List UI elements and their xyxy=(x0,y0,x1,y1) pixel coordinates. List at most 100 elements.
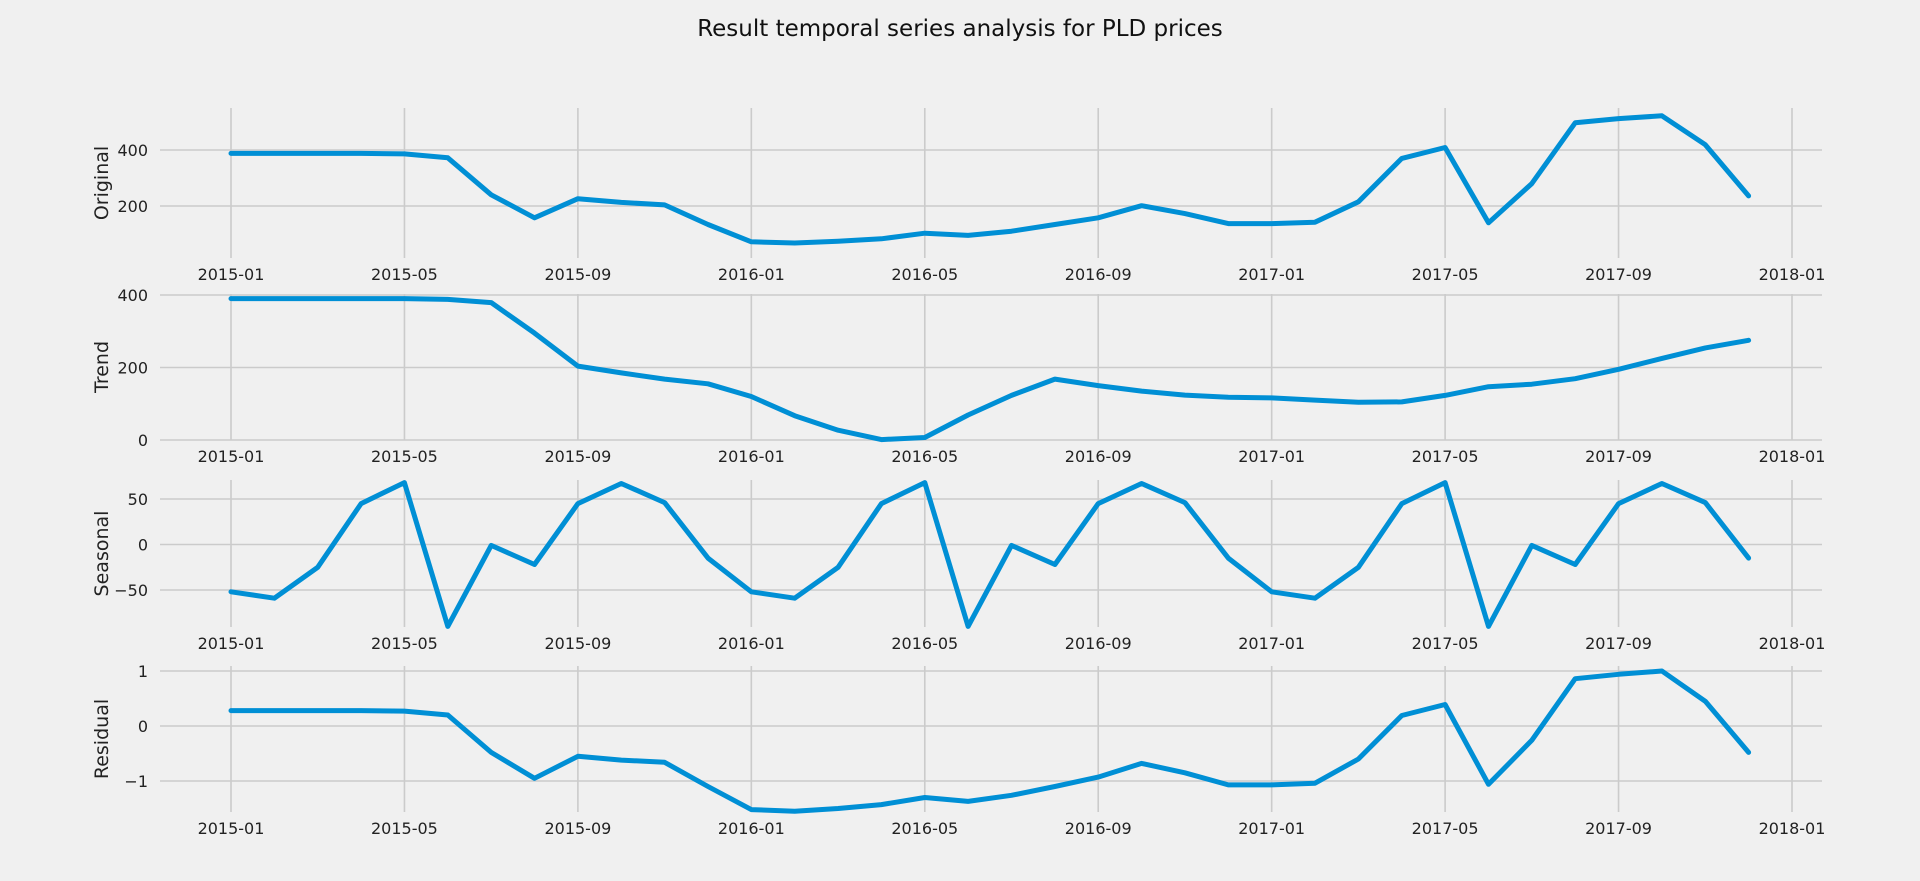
data-point xyxy=(1486,782,1491,787)
y-tick-label: −50 xyxy=(114,581,148,600)
x-tick-label: 2015-01 xyxy=(198,634,265,653)
data-point xyxy=(1746,193,1751,198)
data-point xyxy=(575,196,580,201)
x-tick-label: 2017-05 xyxy=(1412,634,1479,653)
data-point xyxy=(1529,181,1534,186)
data-point xyxy=(532,215,537,220)
data-point xyxy=(1746,556,1751,561)
x-tick-label: 2016-05 xyxy=(891,265,958,284)
y-tick-label: 200 xyxy=(117,197,148,216)
data-point xyxy=(229,151,234,156)
data-point xyxy=(1659,669,1664,674)
data-point xyxy=(1139,389,1144,394)
x-tick-label: 2016-05 xyxy=(891,634,958,653)
data-point xyxy=(1399,713,1404,718)
y-axis-title: Seasonal xyxy=(91,511,113,597)
x-tick-label: 2015-05 xyxy=(371,265,438,284)
data-point xyxy=(359,296,364,301)
data-point xyxy=(445,713,450,718)
data-point xyxy=(706,556,711,561)
data-point xyxy=(1573,562,1578,567)
figure-title: Result temporal series analysis for PLD … xyxy=(697,16,1223,42)
data-point xyxy=(1616,116,1621,121)
data-point xyxy=(1226,395,1231,400)
data-point xyxy=(1616,672,1621,677)
x-tick-label: 2016-09 xyxy=(1065,447,1132,466)
data-point xyxy=(879,802,884,807)
data-point xyxy=(489,750,494,755)
data-point xyxy=(1269,221,1274,226)
data-point xyxy=(532,562,537,567)
data-point xyxy=(1659,356,1664,361)
data-point xyxy=(229,296,234,301)
data-point xyxy=(445,297,450,302)
x-tick-label: 2017-01 xyxy=(1238,447,1305,466)
data-point xyxy=(1052,377,1057,382)
data-point xyxy=(489,192,494,197)
data-point xyxy=(706,222,711,227)
data-point xyxy=(575,364,580,369)
data-point xyxy=(662,500,667,505)
data-point xyxy=(1052,562,1057,567)
x-tick-label: 2015-05 xyxy=(371,634,438,653)
y-tick-label: 200 xyxy=(117,359,148,378)
data-point xyxy=(1009,229,1014,234)
data-point xyxy=(662,202,667,207)
panel-seasonal: −50 0 50 2015-01 2015-05 2015-09 2016-01 2016-0… xyxy=(91,480,1825,653)
data-point xyxy=(1443,145,1448,150)
data-point xyxy=(1139,761,1144,766)
data-point xyxy=(1573,376,1578,381)
data-point xyxy=(1486,220,1491,225)
data-point xyxy=(619,481,624,486)
data-point xyxy=(1052,222,1057,227)
x-tick-label: 2016-01 xyxy=(718,634,785,653)
data-point xyxy=(792,596,797,601)
data-point xyxy=(1746,750,1751,755)
data-point xyxy=(1573,676,1578,681)
data-point xyxy=(445,624,450,629)
data-point xyxy=(1703,699,1708,704)
data-point xyxy=(1226,556,1231,561)
data-point xyxy=(445,155,450,160)
data-point xyxy=(879,236,884,241)
x-tick-label: 2015-01 xyxy=(198,819,265,838)
data-point xyxy=(575,754,580,759)
data-point xyxy=(359,708,364,713)
data-point xyxy=(662,377,667,382)
data-point xyxy=(1182,211,1187,216)
data-point xyxy=(792,241,797,246)
x-tick-label: 2015-09 xyxy=(544,634,611,653)
x-tick-label: 2017-05 xyxy=(1412,819,1479,838)
data-point xyxy=(1313,596,1318,601)
data-point xyxy=(1182,770,1187,775)
x-tick-label: 2018-01 xyxy=(1759,819,1826,838)
data-point xyxy=(315,565,320,570)
data-point xyxy=(1009,793,1014,798)
data-point xyxy=(922,231,927,236)
data-point xyxy=(1096,775,1101,780)
y-tick-label: 400 xyxy=(117,141,148,160)
data-point xyxy=(532,331,537,336)
y-tick-label: 0 xyxy=(138,431,148,450)
x-tick-label: 2017-09 xyxy=(1585,819,1652,838)
data-point xyxy=(272,708,277,713)
x-tick-label: 2017-09 xyxy=(1585,447,1652,466)
data-point xyxy=(1182,393,1187,398)
x-tick-label: 2015-01 xyxy=(198,265,265,284)
x-tick-label: 2015-01 xyxy=(198,447,265,466)
data-point xyxy=(706,381,711,386)
series-line-original xyxy=(228,113,1752,246)
data-point xyxy=(1399,399,1404,404)
data-point xyxy=(402,296,407,301)
y-tick-label: 50 xyxy=(128,490,148,509)
x-tick-label: 2016-01 xyxy=(718,265,785,284)
x-tick-label: 2016-05 xyxy=(891,819,958,838)
x-tick-label: 2017-01 xyxy=(1238,819,1305,838)
data-point xyxy=(1269,589,1274,594)
data-point xyxy=(229,708,234,713)
data-point xyxy=(489,300,494,305)
data-point xyxy=(1356,199,1361,204)
data-point xyxy=(359,501,364,506)
data-point xyxy=(1573,120,1578,125)
